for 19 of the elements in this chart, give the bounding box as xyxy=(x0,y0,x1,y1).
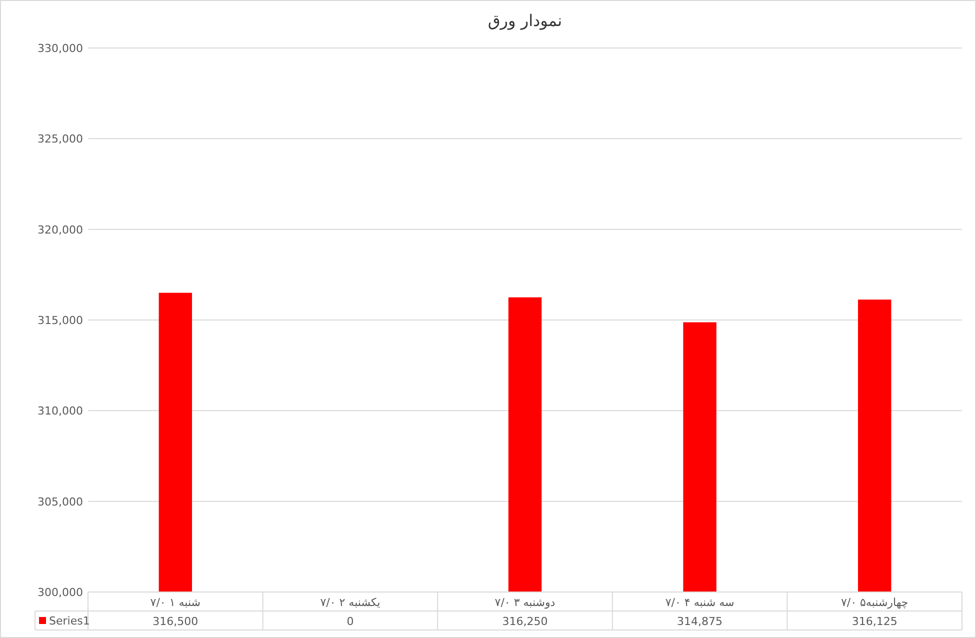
y-tick-label: 310,000 xyxy=(38,404,83,418)
y-tick-label: 325,000 xyxy=(38,132,83,146)
text: 0 xyxy=(346,615,354,628)
data-label: 316,125 xyxy=(852,615,898,628)
x-tick-label: شنبه ۱ ۷/۰ xyxy=(150,596,200,609)
data-label: 316,250 xyxy=(502,615,548,628)
y-tick-label: 320,000 xyxy=(38,223,83,236)
y-tick-label: 300,000 xyxy=(38,586,83,599)
x-tick-label: یکشنبه ۲ ۷/۰ xyxy=(320,596,380,609)
y-tick-label: 330,000 xyxy=(38,42,83,55)
x-tick-label: سه شنبه ۴ ۷/۰ xyxy=(665,596,734,609)
x-tick-label: چهارشنبه۵ ۷/۰ xyxy=(840,596,908,609)
data-label: 314,875 xyxy=(677,615,723,628)
y-tick-label: 305,000 xyxy=(38,495,83,508)
x-tick-label: دوشنبه ۳ ۷/۰ xyxy=(494,596,556,609)
legend-label: Series1 xyxy=(49,614,90,628)
chart-title: نمودار ورق xyxy=(488,11,562,30)
y-tick-label: 315,000 xyxy=(38,314,83,327)
data-label: 316,500 xyxy=(152,615,198,628)
